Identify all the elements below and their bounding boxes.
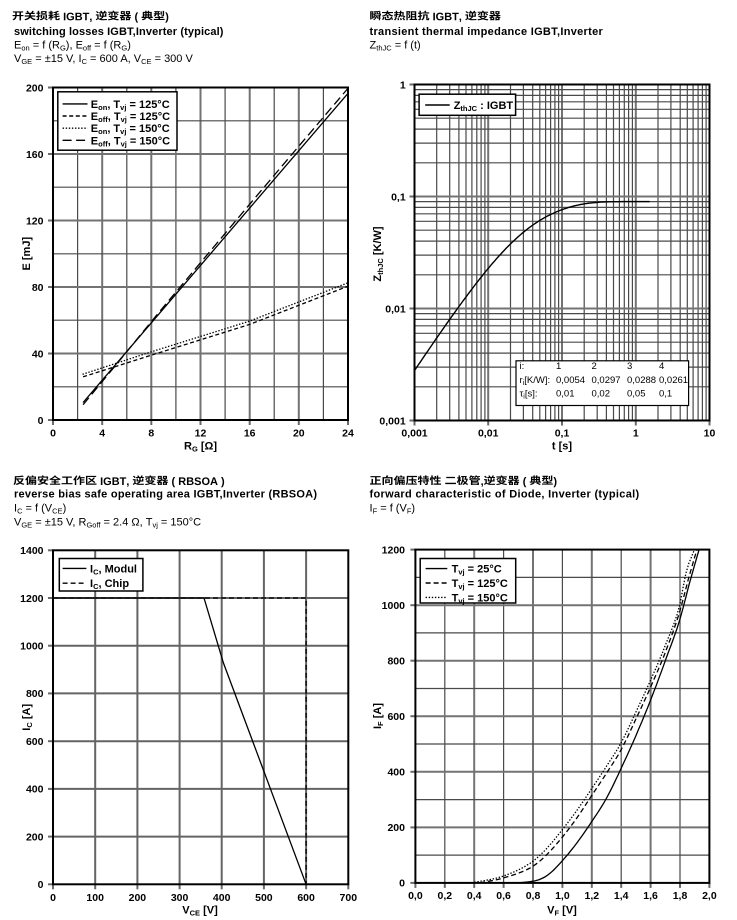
svg-text:1: 1 <box>556 361 561 372</box>
svg-text:16: 16 <box>244 428 256 440</box>
svg-text:1,2: 1,2 <box>584 890 599 902</box>
svg-text:300: 300 <box>171 892 189 904</box>
svg-text:1400: 1400 <box>20 545 44 557</box>
svg-text:0,6: 0,6 <box>496 890 511 902</box>
svg-text:transient thermal impedance IG: transient thermal impedance IGBT,Inverte… <box>370 26 604 38</box>
svg-text:ri[K/W]:: ri[K/W]: <box>520 375 551 387</box>
svg-text:400: 400 <box>387 767 405 779</box>
svg-text:0: 0 <box>50 892 56 904</box>
svg-text:Tvj = 25°C: Tvj = 25°C <box>452 564 502 577</box>
svg-text:switching losses IGBT,Inverter: switching losses IGBT,Inverter (typical) <box>14 26 224 38</box>
svg-text:1: 1 <box>633 428 639 440</box>
svg-text:τi[s]:: τi[s]: <box>520 388 538 400</box>
svg-text:40: 40 <box>32 348 44 360</box>
svg-text:IC, Modul: IC, Modul <box>90 563 137 576</box>
svg-text:Tvj = 150°C: Tvj = 150°C <box>452 592 508 605</box>
svg-text:700: 700 <box>340 892 358 904</box>
svg-text:600: 600 <box>387 711 405 723</box>
svg-text:1,6: 1,6 <box>643 890 658 902</box>
svg-text:E [mJ]: E [mJ] <box>21 237 33 271</box>
svg-text:80: 80 <box>32 282 44 294</box>
svg-text:0,0261: 0,0261 <box>659 375 688 386</box>
svg-text:1000: 1000 <box>382 600 406 612</box>
svg-text:160: 160 <box>26 149 44 161</box>
svg-text:500: 500 <box>255 892 273 904</box>
svg-text:1200: 1200 <box>382 544 406 556</box>
svg-text:0: 0 <box>399 878 405 890</box>
svg-text:200: 200 <box>26 831 44 843</box>
svg-text:120: 120 <box>26 215 44 227</box>
svg-text:200: 200 <box>129 892 147 904</box>
svg-text:Tvj = 125°C: Tvj = 125°C <box>452 578 508 591</box>
svg-text:0,05: 0,05 <box>627 388 646 399</box>
svg-text:0,2: 0,2 <box>437 890 452 902</box>
svg-text:0,02: 0,02 <box>592 388 611 399</box>
svg-text:ZthJC = f (t): ZthJC = f (t) <box>370 40 421 53</box>
svg-text:0,4: 0,4 <box>467 890 482 902</box>
svg-text:VCE [V]: VCE [V] <box>182 905 218 918</box>
svg-text:200: 200 <box>26 82 44 94</box>
svg-text:1,8: 1,8 <box>673 890 688 902</box>
svg-text:1: 1 <box>400 79 406 91</box>
svg-text:8: 8 <box>148 428 154 440</box>
svg-text:1000: 1000 <box>20 641 44 653</box>
svg-text:0,1: 0,1 <box>555 428 570 440</box>
svg-text:100: 100 <box>86 892 104 904</box>
svg-text:0,0288: 0,0288 <box>627 375 656 386</box>
svg-text:400: 400 <box>213 892 231 904</box>
svg-text:0,01: 0,01 <box>556 388 575 399</box>
svg-text:IC = f (VCE): IC = f (VCE) <box>14 502 66 515</box>
svg-text:1200: 1200 <box>20 593 44 605</box>
svg-text:4: 4 <box>99 428 105 440</box>
svg-text:IF [A]: IF [A] <box>372 703 385 729</box>
svg-text:800: 800 <box>26 688 44 700</box>
svg-text:200: 200 <box>387 822 405 834</box>
svg-text:Eon, Tvj = 150°C: Eon, Tvj = 150°C <box>91 123 170 136</box>
svg-text:0,8: 0,8 <box>526 890 541 902</box>
svg-text:1,4: 1,4 <box>614 890 629 902</box>
svg-text:24: 24 <box>342 428 354 440</box>
svg-text:IC [A]: IC [A] <box>21 704 34 731</box>
svg-text:Eon, Tvj = 125°C: Eon, Tvj = 125°C <box>91 99 170 112</box>
svg-text:0,0054: 0,0054 <box>556 375 585 386</box>
svg-text:20: 20 <box>293 428 305 440</box>
svg-text:ZthJC : IGBT: ZthJC : IGBT <box>454 100 514 113</box>
svg-text:forward characteristic of Diod: forward characteristic of Diode, Inverte… <box>370 489 640 501</box>
svg-text:600: 600 <box>26 736 44 748</box>
svg-text:0,0297: 0,0297 <box>592 375 621 386</box>
svg-text:VGE = ±15 V, IC = 600 A, VCE =: VGE = ±15 V, IC = 600 A, VCE = 300 V <box>14 53 193 66</box>
svg-text:12: 12 <box>195 428 207 440</box>
svg-text:VGE = ±15 V, RGoff = 2.4 Ω, Tv: VGE = ±15 V, RGoff = 2.4 Ω, Tvj = 150°C <box>14 516 201 529</box>
svg-text:VF [V]: VF [V] <box>547 905 577 918</box>
svg-text:0,001: 0,001 <box>401 428 427 440</box>
svg-text:RG [Ω]: RG [Ω] <box>184 441 217 454</box>
svg-text:reverse bias safe operating ar: reverse bias safe operating area IGBT,In… <box>14 489 317 501</box>
svg-text:10: 10 <box>704 428 716 440</box>
svg-text:4: 4 <box>659 361 664 372</box>
svg-text:3: 3 <box>627 361 632 372</box>
svg-text:0,0: 0,0 <box>408 890 423 902</box>
svg-text:2,0: 2,0 <box>702 890 717 902</box>
svg-text:t [s]: t [s] <box>552 441 573 453</box>
svg-text:Eon = f (RG), Eoff = f (RG): Eon = f (RG), Eoff = f (RG) <box>14 40 131 53</box>
svg-text:400: 400 <box>26 784 44 796</box>
svg-text:0,01: 0,01 <box>385 303 406 315</box>
svg-text:Eoff, Tvj = 150°C: Eoff, Tvj = 150°C <box>91 135 170 148</box>
svg-text:0,1: 0,1 <box>659 388 672 399</box>
svg-text:i:: i: <box>520 361 525 372</box>
svg-text:0,001: 0,001 <box>379 415 405 427</box>
svg-text:Eoff, Tvj = 125°C: Eoff, Tvj = 125°C <box>91 111 170 124</box>
svg-text:ZthJC [K/W]: ZthJC [K/W] <box>372 226 385 282</box>
svg-text:IF = f (VF): IF = f (VF) <box>370 502 416 515</box>
svg-text:1,0: 1,0 <box>555 890 570 902</box>
svg-text:0: 0 <box>38 879 44 891</box>
svg-text:0,01: 0,01 <box>478 428 499 440</box>
svg-text:0,1: 0,1 <box>391 191 406 203</box>
svg-text:800: 800 <box>387 656 405 668</box>
svg-text:0: 0 <box>50 428 56 440</box>
svg-text:600: 600 <box>297 892 315 904</box>
svg-text:IC, Chip: IC, Chip <box>90 578 129 591</box>
svg-text:2: 2 <box>592 361 597 372</box>
svg-text:0: 0 <box>38 415 44 427</box>
